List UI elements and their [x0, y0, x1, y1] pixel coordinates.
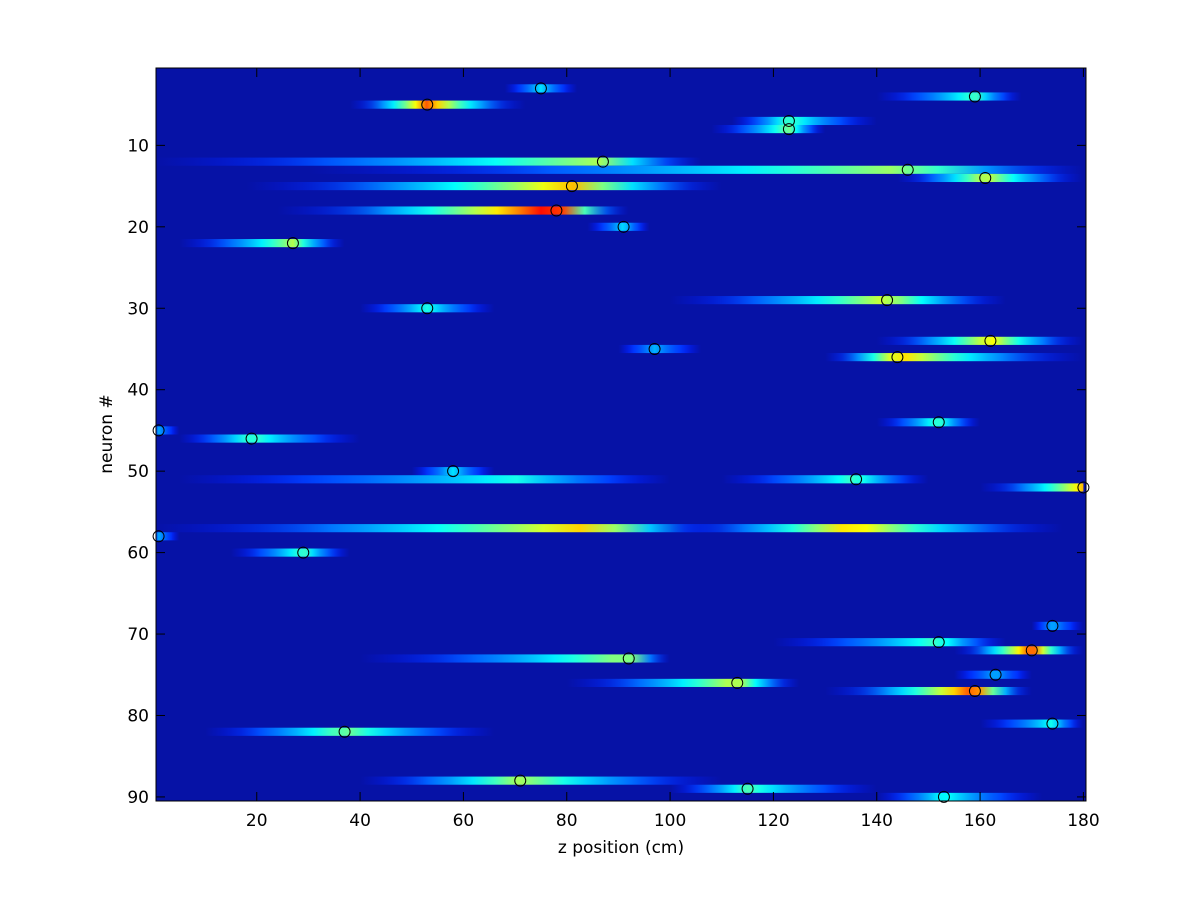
- peak-marker: [979, 171, 992, 184]
- place-field: [179, 239, 345, 248]
- y-tick-label: 20: [127, 218, 149, 238]
- peak-marker: [932, 416, 945, 429]
- peak-marker: [622, 652, 635, 665]
- y-tick-label: 60: [127, 544, 149, 564]
- place-field: [566, 678, 800, 687]
- place-field: [156, 157, 702, 166]
- peak-marker: [881, 294, 894, 307]
- axes: 20 40 60 80 100 120 140 160 180 10 20 30 40 50 60 70 80 9…: [127, 68, 1100, 831]
- place-field: [876, 792, 1043, 801]
- place-field: [156, 532, 180, 541]
- peak-marker: [152, 424, 165, 437]
- peak-marker: [648, 342, 661, 355]
- place-field: [711, 125, 826, 134]
- place-field: [360, 304, 495, 313]
- y-tick-label: 50: [127, 462, 149, 482]
- place-field: [670, 524, 1063, 533]
- peak-marker: [1046, 619, 1059, 632]
- axes-box: [155, 67, 1087, 802]
- place-field: [980, 719, 1084, 728]
- place-field: [721, 475, 929, 484]
- place-field: [230, 548, 350, 557]
- place-field: [670, 296, 1006, 305]
- place-field: [954, 646, 1084, 655]
- peak-marker: [245, 432, 258, 445]
- peak-marker: [421, 98, 434, 111]
- place-field: [876, 336, 1084, 345]
- peak-marker: [937, 790, 950, 803]
- peak-marker: [1025, 644, 1038, 657]
- peak-marker: [968, 90, 981, 103]
- peak-marker: [286, 237, 299, 250]
- y-tick-label: 30: [127, 299, 149, 319]
- peak-marker: [782, 114, 795, 127]
- peak-marker: [901, 163, 914, 176]
- peak-marker: [617, 220, 630, 233]
- y-tick-label: 90: [127, 788, 149, 808]
- place-field: [277, 206, 629, 215]
- peak-marker: [534, 82, 547, 95]
- place-field: [980, 483, 1084, 492]
- peak-marker: [596, 155, 609, 168]
- peak-marker: [984, 334, 997, 347]
- x-tick-label: 120: [757, 811, 789, 831]
- y-tick-label: 70: [127, 625, 149, 645]
- place-field: [156, 524, 722, 533]
- place-field: [504, 84, 578, 93]
- x-tick-label: 20: [246, 811, 268, 831]
- peak-marker: [565, 180, 578, 193]
- y-tick-label: 40: [127, 381, 149, 401]
- place-field: [246, 182, 722, 191]
- peak-marker: [1077, 481, 1090, 494]
- peak-marker: [550, 204, 563, 217]
- peak-marker: [297, 546, 310, 559]
- place-field: [179, 475, 671, 484]
- peak-marker: [338, 725, 351, 738]
- place-field: [360, 654, 671, 663]
- place-field: [773, 638, 1006, 647]
- x-tick-label: 80: [556, 811, 578, 831]
- peak-marker: [932, 636, 945, 649]
- x-tick-label: 180: [1067, 811, 1099, 831]
- place-field: [876, 92, 1022, 101]
- y-tick-label: 10: [127, 136, 149, 156]
- peak-markers: [152, 82, 1090, 803]
- peak-marker: [968, 685, 981, 698]
- peak-marker: [514, 774, 527, 787]
- place-field: [825, 686, 1032, 696]
- peak-marker: [782, 123, 795, 136]
- x-axis-label: z position (cm): [558, 838, 684, 858]
- peak-marker: [850, 473, 863, 486]
- x-tick-label: 40: [349, 811, 371, 831]
- x-tick-label: 160: [964, 811, 996, 831]
- x-tick-label: 60: [453, 811, 475, 831]
- peak-marker: [1046, 717, 1059, 730]
- place-field: [411, 467, 495, 476]
- place-field: [308, 165, 1084, 174]
- peak-marker: [152, 530, 165, 543]
- place-field: [825, 353, 1084, 362]
- place-field: [954, 670, 1032, 679]
- place-field: [360, 776, 722, 785]
- place-field: [670, 784, 877, 793]
- peak-marker: [741, 782, 754, 795]
- y-axis-label: neuron #: [97, 394, 117, 473]
- peak-marker: [447, 465, 460, 478]
- y-tick-label: 80: [127, 706, 149, 726]
- peak-marker: [891, 351, 904, 364]
- peak-marker: [731, 676, 744, 689]
- peak-marker: [421, 302, 434, 315]
- x-tick-label: 100: [654, 811, 686, 831]
- place-field: [876, 418, 981, 427]
- x-tick-label: 140: [861, 811, 893, 831]
- place-field: [156, 426, 180, 435]
- place-field: [179, 434, 361, 443]
- peak-marker: [989, 668, 1002, 681]
- place-field: [732, 116, 877, 126]
- place-field: [349, 100, 526, 109]
